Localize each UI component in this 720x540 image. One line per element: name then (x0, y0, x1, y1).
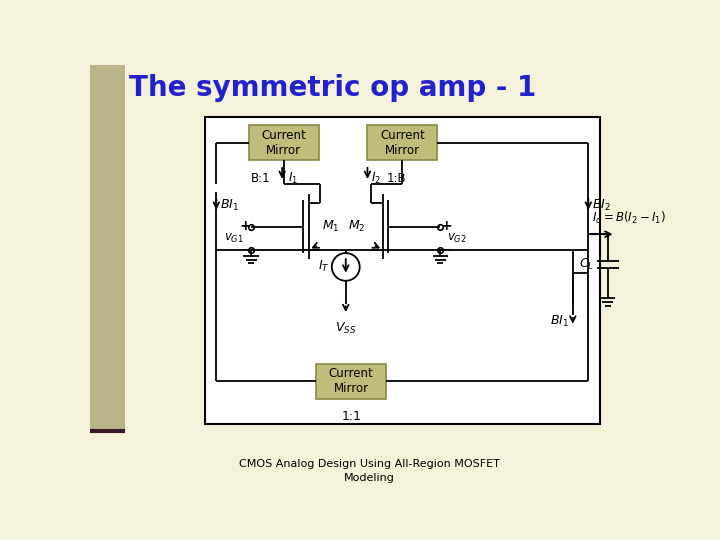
Text: $I_1$: $I_1$ (289, 171, 298, 186)
Text: $M_1$: $M_1$ (322, 219, 339, 234)
Text: The symmetric op amp - 1: The symmetric op amp - 1 (129, 74, 536, 102)
Text: $M_2$: $M_2$ (348, 219, 366, 234)
Text: Current
Mirror: Current Mirror (261, 129, 306, 157)
Text: $I_T$: $I_T$ (318, 259, 330, 274)
Text: $v_{G1}$: $v_{G1}$ (224, 232, 244, 245)
Text: $C_L$: $C_L$ (579, 256, 594, 272)
Text: $BI_2$: $BI_2$ (593, 198, 611, 213)
Bar (367, 125, 437, 160)
Text: +: + (239, 219, 251, 233)
Text: 1:1: 1:1 (341, 410, 361, 423)
Text: $BI_1$: $BI_1$ (220, 198, 239, 213)
Text: $I_2$: $I_2$ (371, 171, 380, 186)
Bar (249, 125, 319, 160)
Text: $I_o= B(I_2-I_1)$: $I_o= B(I_2-I_1)$ (593, 211, 666, 226)
Text: B:1: B:1 (251, 172, 271, 185)
Text: 1:B: 1:B (387, 172, 407, 185)
Text: Current
Mirror: Current Mirror (329, 367, 374, 395)
Text: $v_{G2}$: $v_{G2}$ (447, 232, 467, 245)
Text: −: − (441, 242, 452, 256)
Bar (204, 117, 600, 423)
Text: +: + (441, 219, 452, 233)
Text: $V_{SS}$: $V_{SS}$ (335, 320, 356, 335)
Text: Current
Mirror: Current Mirror (380, 129, 425, 157)
Bar (316, 363, 386, 399)
Bar (90, 65, 125, 430)
Text: CMOS Analog Design Using All-Region MOSFET
Modeling: CMOS Analog Design Using All-Region MOSF… (238, 458, 500, 483)
Text: $BI_1$: $BI_1$ (549, 314, 569, 329)
Text: −: − (239, 242, 251, 256)
